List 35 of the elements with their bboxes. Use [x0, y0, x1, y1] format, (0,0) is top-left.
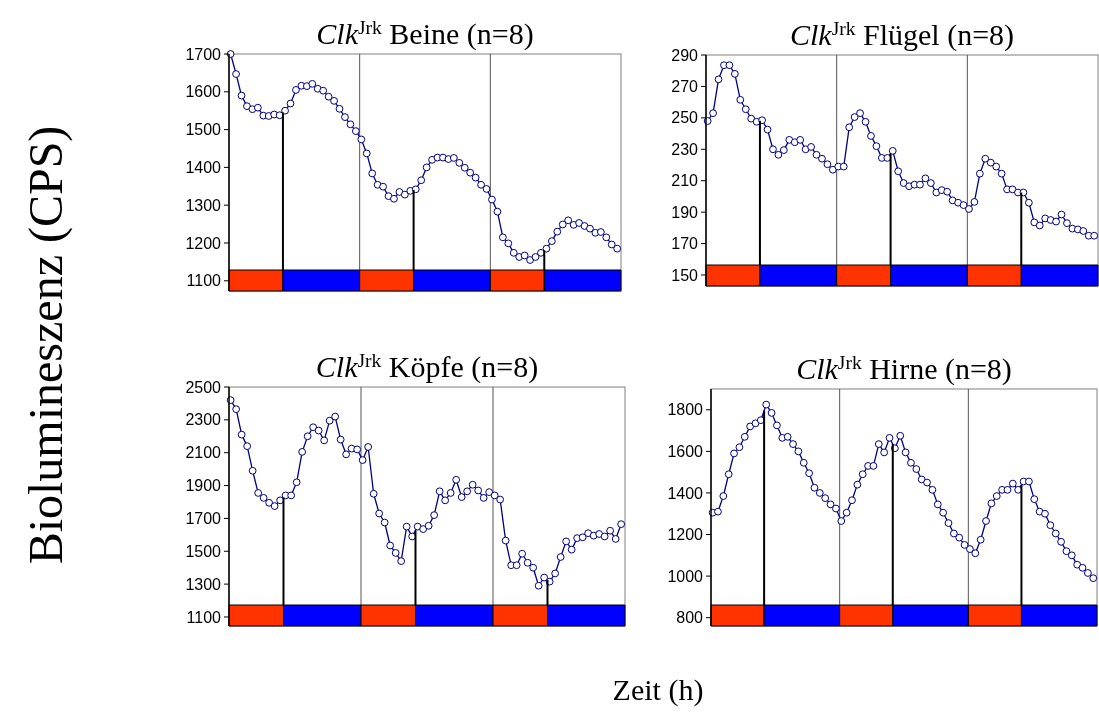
y-tick-label: 1700 — [185, 45, 222, 63]
y-tick-label: 150 — [671, 266, 699, 284]
y-tick-label: 1400 — [185, 159, 222, 176]
x-axis-title: Zeit (h) — [612, 673, 704, 707]
y-tick-label: 2100 — [185, 444, 222, 462]
y-tick-label: 1600 — [667, 442, 704, 460]
y-tick-label: 1700 — [185, 510, 222, 528]
y-tick-label: 1500 — [185, 121, 222, 139]
chart-title: Clk$^{Jrk}$ Flügel (n=8) — [789, 17, 1015, 52]
chart-title: Clk$^{Jrk}$ Hirne (n=8) — [796, 351, 1012, 386]
y-tick-label: 1300 — [185, 196, 222, 214]
y-tick-label: 1100 — [186, 272, 222, 290]
y-tick-label: 1900 — [185, 477, 222, 495]
y-tick-label: 250 — [671, 109, 699, 127]
y-tick-label: 1400 — [667, 484, 704, 502]
y-axis-title: Biolumineszenz (CPS) — [19, 125, 73, 565]
y-tick-label: 290 — [671, 46, 699, 64]
y-tick-label: 170 — [671, 235, 699, 253]
chart-title: Clk$^{Jrk}$ Beine (n=8) — [316, 16, 534, 51]
y-tick-label: 1600 — [185, 83, 222, 101]
y-tick-label: 1500 — [185, 542, 222, 560]
y-tick-label: 1200 — [185, 234, 222, 252]
y-tick-label: 210 — [671, 172, 699, 190]
y-tick-label: 230 — [671, 140, 699, 158]
y-tick-label: 2300 — [185, 411, 222, 429]
y-tick-label: 1200 — [667, 526, 704, 544]
y-tick-label: 190 — [671, 203, 699, 221]
y-tick-label: 1000 — [667, 567, 704, 585]
y-tick-label: 1100 — [186, 608, 222, 626]
chart-title: Clk$^{Jrk}$ Köpfe (n=8) — [315, 349, 539, 384]
y-tick-label: 1800 — [667, 401, 704, 419]
y-tick-label: 1300 — [185, 575, 222, 593]
y-tick-label: 800 — [676, 609, 704, 627]
y-tick-label: 270 — [671, 78, 699, 96]
y-tick-label: 2500 — [185, 378, 222, 396]
